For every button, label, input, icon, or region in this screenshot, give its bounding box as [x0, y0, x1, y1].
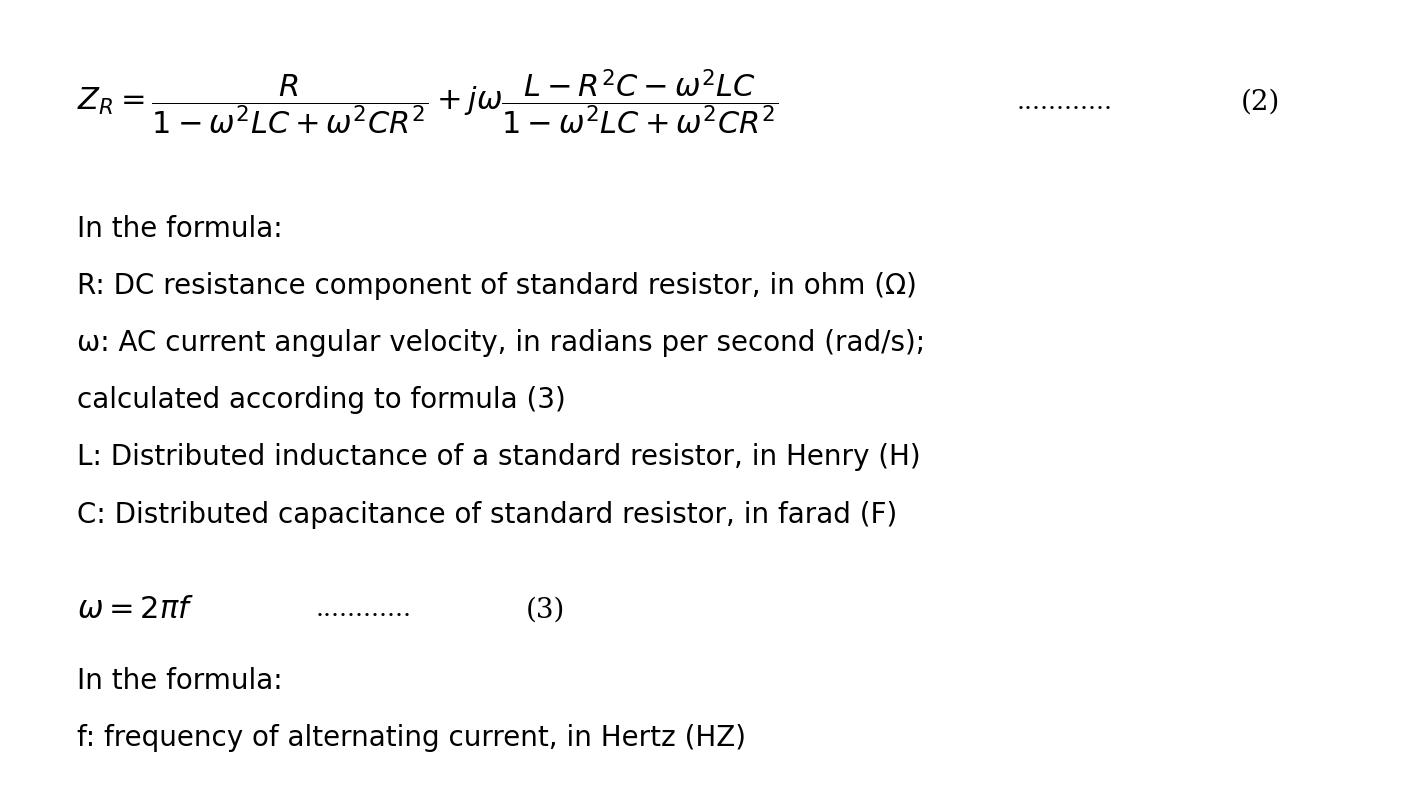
Text: ............: ............ — [316, 598, 412, 621]
Text: ............: ............ — [1017, 90, 1113, 114]
Text: f: frequency of alternating current, in Hertz (HZ): f: frequency of alternating current, in … — [76, 724, 746, 752]
Text: calculated according to formula (3): calculated according to formula (3) — [76, 387, 566, 414]
Text: C: Distributed capacitance of standard resistor, in farad (F): C: Distributed capacitance of standard r… — [76, 500, 898, 529]
Text: R: DC resistance component of standard resistor, in ohm (Ω): R: DC resistance component of standard r… — [76, 272, 918, 300]
Text: L: Distributed inductance of a standard resistor, in Henry (H): L: Distributed inductance of a standard … — [76, 443, 920, 471]
Text: ω: AC current angular velocity, in radians per second (rad/s);: ω: AC current angular velocity, in radia… — [76, 329, 925, 358]
Text: (2): (2) — [1240, 89, 1280, 115]
Text: In the formula:: In the formula: — [76, 215, 283, 243]
Text: $\omega = 2\pi f$: $\omega = 2\pi f$ — [76, 594, 194, 625]
Text: (3): (3) — [525, 596, 565, 623]
Text: In the formula:: In the formula: — [76, 667, 283, 695]
Text: $Z_R = \dfrac{R}{1-\omega^2LC+\omega^2CR^2} + j\omega\dfrac{L-R^2C-\omega^2LC}{1: $Z_R = \dfrac{R}{1-\omega^2LC+\omega^2CR… — [76, 68, 779, 137]
